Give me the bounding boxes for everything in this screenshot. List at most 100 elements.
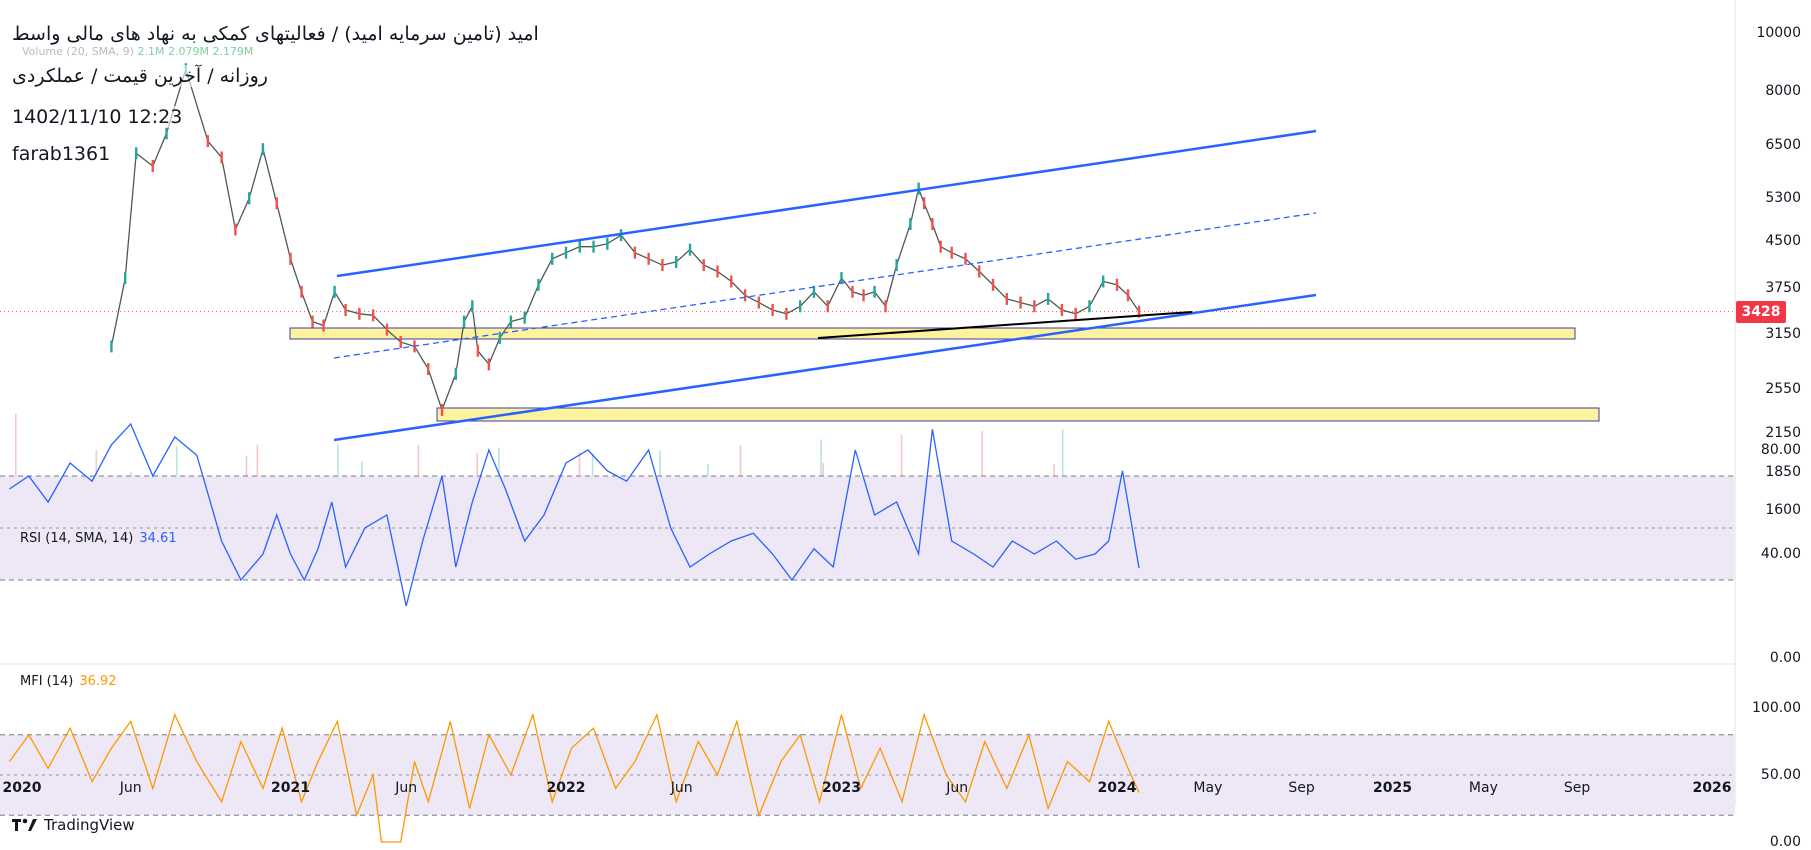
time-axis-tick: 2023 xyxy=(822,780,861,796)
price-candle xyxy=(716,265,719,278)
price-candle xyxy=(978,265,981,278)
mfi-legend-value: 36.92 xyxy=(79,674,117,689)
price-candle xyxy=(399,336,402,349)
price-candle xyxy=(440,403,444,416)
price-candle xyxy=(633,246,637,259)
time-axis-tick: Jun xyxy=(946,780,969,796)
rsi-legend: RSI (14, SMA, 14) 34.61 xyxy=(20,531,177,546)
price-candle xyxy=(427,363,430,376)
price-candle xyxy=(1005,292,1008,305)
chart-datetime: 1402/11/10 12:23 xyxy=(10,106,185,128)
price-axis-tick: 2550 xyxy=(1765,380,1801,397)
price-candle xyxy=(165,127,168,140)
volume-legend-values: 2.1‌M 2.079M 2.179M xyxy=(137,45,254,58)
price-axis-tick: 8000 xyxy=(1765,83,1801,100)
price-candle xyxy=(1046,292,1050,305)
support-zones xyxy=(289,327,1600,422)
mfi-axis-tick: 50.00 xyxy=(1760,767,1801,783)
time-axis-tick: 2025 xyxy=(1373,780,1412,796)
price-candle xyxy=(135,147,138,160)
price-candle xyxy=(289,252,292,265)
price-candle xyxy=(950,246,953,259)
price-candle xyxy=(1088,300,1091,313)
price-candle xyxy=(812,285,816,298)
time-axis-tick: Jun xyxy=(670,780,693,796)
time-axis-tick: 2024 xyxy=(1097,780,1137,796)
rsi-axis-tick: 0.00 xyxy=(1769,650,1801,666)
tradingview-icon xyxy=(12,818,37,831)
price-candle xyxy=(247,192,251,205)
price-candle xyxy=(234,223,237,236)
price-candle xyxy=(840,272,843,285)
support-zone-upper xyxy=(289,327,1576,340)
last-price-tag[interactable]: 3428 xyxy=(1736,301,1786,323)
rsi-line xyxy=(9,422,1140,607)
price-candle xyxy=(895,259,898,272)
time-axis-tick: 2022 xyxy=(546,780,586,796)
price-axis-tick: 3150 xyxy=(1765,325,1801,342)
time-axis-tick: 2020 xyxy=(2,780,42,796)
price-candle xyxy=(1033,300,1036,313)
price-candle xyxy=(275,197,278,210)
price-candle xyxy=(884,300,887,313)
price-candle xyxy=(1019,296,1022,309)
price-candle xyxy=(509,315,513,328)
price-candle xyxy=(311,315,314,328)
time-axis-tick: Sep xyxy=(1563,780,1591,796)
price-candle xyxy=(1115,278,1119,291)
price-series xyxy=(0,63,1735,416)
price-candle xyxy=(798,300,802,313)
price-candle xyxy=(537,278,540,291)
time-axis-tick: Jun xyxy=(395,780,418,796)
rsi-legend-label: RSI (14, SMA, 14) xyxy=(20,531,134,546)
price-candle xyxy=(873,285,876,298)
price-candle xyxy=(578,240,581,253)
price-candle xyxy=(688,243,692,256)
price-candle xyxy=(220,151,223,164)
price-candle xyxy=(592,240,595,253)
channel-upper-line xyxy=(336,129,1317,278)
price-candle xyxy=(300,285,303,298)
tradingview-logo[interactable]: TradingView xyxy=(12,816,135,834)
channel-mid-line xyxy=(333,212,1317,359)
volume-bar xyxy=(1061,429,1064,518)
chart-subtitle: روزانه / آخرین قیمت / عملکردی xyxy=(10,65,270,87)
mfi-legend-label: MFI (14) xyxy=(20,674,74,689)
price-candle xyxy=(771,304,774,317)
price-candle xyxy=(606,237,609,250)
time-axis-tick: May xyxy=(1468,780,1498,796)
support-zone-lower xyxy=(436,407,1600,422)
price-candle xyxy=(344,304,347,317)
price-candle xyxy=(661,259,664,272)
price-axis-tick: 2150 xyxy=(1765,425,1801,442)
pane-grid xyxy=(0,0,1736,805)
price-axis-tick: 3750 xyxy=(1765,280,1801,297)
price-candle xyxy=(826,300,829,313)
price-candle xyxy=(851,285,854,298)
price-line xyxy=(110,66,1140,412)
price-candle xyxy=(1060,304,1064,317)
volume-legend-label: Volume (20, SMA, 9) xyxy=(22,45,134,58)
price-axis-tick: 5300 xyxy=(1765,190,1801,207)
tradingview-label: TradingView xyxy=(44,816,135,834)
price-candle xyxy=(371,309,375,322)
price-candle xyxy=(785,307,788,320)
price-candle xyxy=(476,344,480,357)
price-candle xyxy=(322,319,325,332)
price-candle xyxy=(206,135,210,148)
price-candle xyxy=(151,159,154,172)
chart-author: farab1361 xyxy=(10,143,113,165)
price-candle xyxy=(385,323,389,336)
price-candle xyxy=(1074,307,1077,320)
volume-bar xyxy=(15,414,17,518)
mfi-line xyxy=(8,712,1140,843)
rsi-axis-tick: 80.00 xyxy=(1760,442,1801,458)
price-candle xyxy=(523,311,526,324)
volume-legend: Volume (20, SMA, 9) 2.1‌M 2.079M 2.179M xyxy=(22,45,253,58)
price-axis-tick: 4500 xyxy=(1765,232,1801,249)
price-axis-tick: 6500 xyxy=(1765,137,1801,154)
price-candle xyxy=(124,272,127,285)
rsi-pane xyxy=(0,422,1735,607)
price-candle xyxy=(757,296,761,309)
